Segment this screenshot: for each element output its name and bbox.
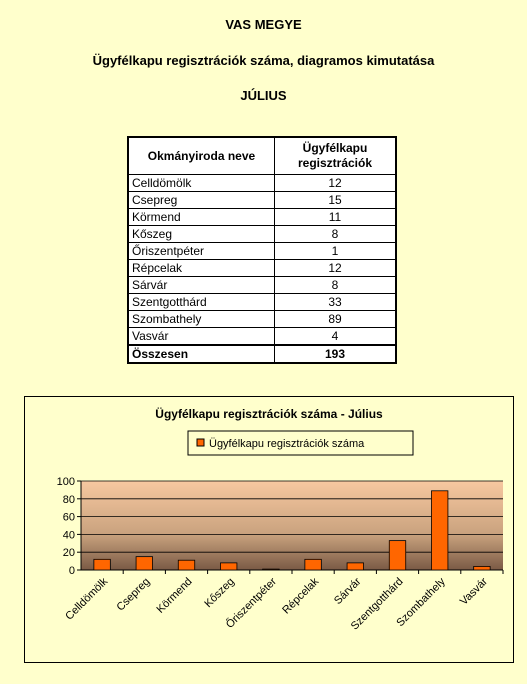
legend-label: Ügyfélkapu regisztrációk száma: [209, 438, 365, 450]
table-row: Szentgotthárd 33: [127, 293, 397, 311]
x-tick-label: Kőszeg: [202, 576, 236, 610]
office-name-cell: Sárvár: [127, 276, 275, 294]
bar-3: [220, 562, 238, 571]
registration-count-cell: 89: [274, 310, 397, 328]
report-subtitle: Ügyfélkapu regisztrációk száma, diagramo…: [92, 53, 435, 68]
office-name-cell: Csepreg: [127, 191, 275, 209]
table-body: Celldömölk 12 Csepreg 15 Körmend 11 Kőszeg 8 Őri…: [127, 174, 397, 364]
table-row: Répcelak 12: [127, 259, 397, 277]
y-tick-label: 0: [69, 565, 75, 577]
office-name-cell: Őriszentpéter: [127, 242, 275, 260]
y-tick-label: 80: [63, 494, 75, 506]
bar-9: [473, 566, 491, 571]
table-row: Szombathely 89: [127, 310, 397, 328]
registration-count-cell: 12: [274, 259, 397, 277]
y-tick-label: 60: [63, 512, 75, 524]
table-row: Körmend 11: [127, 208, 397, 226]
table-row: Vasvár 4: [127, 327, 397, 346]
bar-1: [135, 556, 153, 571]
legend-swatch: [196, 438, 205, 447]
table-row: Csepreg 15: [127, 191, 397, 209]
office-name-cell: Körmend: [127, 208, 275, 226]
registration-count-cell: 1: [274, 242, 397, 260]
bar-4: [262, 568, 280, 571]
y-tick-label: 40: [63, 529, 75, 541]
registration-count-cell: 15: [274, 191, 397, 209]
registration-count-cell: 33: [274, 293, 397, 311]
office-name-cell: Szentgotthárd: [127, 293, 275, 311]
month-title: JÚLIUS: [240, 88, 287, 103]
registration-count-cell: 11: [274, 208, 397, 226]
legend-box: [187, 430, 414, 456]
bar-chart: Ügyfélkapu regisztrációk száma - Július Ü…: [57, 406, 504, 633]
table-row: Őriszentpéter 1: [127, 242, 397, 260]
x-tick-label: Répcelak: [280, 575, 321, 616]
table-row: Celldömölk 12: [127, 174, 397, 192]
y-tick-label: 20: [63, 547, 75, 559]
y-tick-label: 100: [57, 476, 75, 488]
bar-2: [177, 559, 196, 571]
office-name-cell: Vasvár: [127, 327, 275, 346]
x-tick-label: Körmend: [155, 576, 195, 616]
total-value: 193: [274, 344, 397, 364]
bar-6: [346, 562, 364, 571]
bar-8: [431, 490, 449, 571]
registration-count-cell: 4: [274, 327, 397, 346]
county-title: VAS MEGYE: [225, 17, 302, 32]
registration-count-cell: 8: [274, 276, 397, 294]
office-name-cell: Celldömölk: [127, 174, 275, 192]
col-registrations-header: Ügyfélkapu regisztrációk: [274, 136, 397, 175]
total-label: Összesen: [127, 344, 275, 364]
office-name-cell: Szombathely: [127, 310, 275, 328]
total-row: Összesen 193: [127, 344, 397, 364]
registration-table: Okmányiroda neve Ügyfélkapu regisztráció…: [127, 136, 397, 364]
table-row: Sárvár 8: [127, 276, 397, 294]
x-tick-label: Csepreg: [115, 576, 153, 614]
chart-area: Ügyfélkapu regisztrációk száma - Július Ü…: [24, 396, 514, 663]
x-tick-label: Celldömölk: [63, 575, 110, 622]
x-tick-label: Vasvár: [458, 575, 490, 607]
table-header-row: Okmányiroda neve Ügyfélkapu regisztráció…: [127, 136, 397, 175]
registration-count-cell: 8: [274, 225, 397, 243]
bar-5: [304, 558, 322, 571]
registration-count-cell: 12: [274, 174, 397, 192]
col-office-header: Okmányiroda neve: [127, 136, 275, 175]
bar-7: [388, 540, 407, 571]
bar-0: [93, 558, 111, 571]
x-tick-label: Sárvár: [332, 575, 364, 607]
office-name-cell: Répcelak: [127, 259, 275, 277]
table-row: Kőszeg 8: [127, 225, 397, 243]
office-name-cell: Kőszeg: [127, 225, 275, 243]
chart-title: Ügyfélkapu regisztrációk száma - Július: [155, 406, 383, 421]
